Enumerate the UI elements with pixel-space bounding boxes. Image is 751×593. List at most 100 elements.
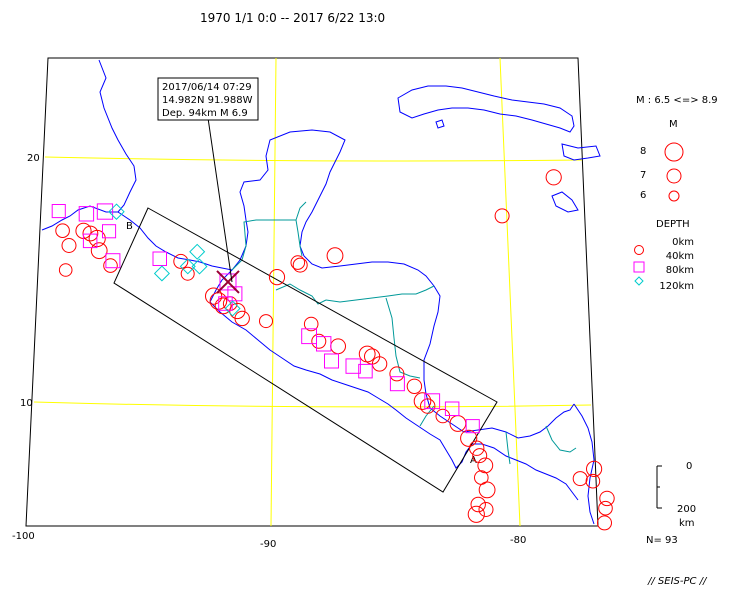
event-intermediate <box>152 251 167 266</box>
event-shallow <box>413 392 432 410</box>
event-intermediate <box>389 376 405 392</box>
graticule-lat-20 <box>44 156 583 162</box>
event-shallow <box>268 269 286 286</box>
highlight-square <box>219 273 237 291</box>
graticule-lon-90 <box>270 57 277 527</box>
legend-depth-0-symbol <box>634 245 644 255</box>
legend-mag-range: M : 6.5 <=> 8.9 <box>636 95 718 106</box>
graticule <box>33 57 592 527</box>
event-shallow <box>494 208 510 224</box>
legend-mag-title: M <box>669 119 678 130</box>
event-intermediate <box>105 253 121 269</box>
event-shallow <box>389 366 405 382</box>
event-deep <box>153 265 170 282</box>
event-shallow <box>470 496 486 513</box>
event-intermediate <box>324 353 339 369</box>
event-deep <box>108 203 125 220</box>
highlighted-event[interactable] <box>216 270 240 294</box>
legend-depth-120-symbol <box>634 276 644 286</box>
event-intermediate <box>82 233 98 249</box>
event-intermediate <box>316 336 332 352</box>
lat-tick-10: 10 <box>20 398 33 409</box>
callout-datetime: 2017/06/14 07:29 <box>162 82 252 93</box>
event-shallow <box>58 263 73 277</box>
event-shallow <box>61 238 77 253</box>
event-shallow <box>586 460 603 477</box>
legend-depth-0-label: 0km <box>672 237 694 248</box>
event-shallow <box>597 515 612 531</box>
legend-depth-title: DEPTH <box>656 219 690 230</box>
event-shallow <box>234 310 250 327</box>
lon-tick-100: -100 <box>12 531 35 542</box>
depth-scale-bottom: 200 <box>677 504 696 515</box>
section-label-start: B <box>126 221 133 232</box>
section-label-end: A <box>470 455 477 466</box>
event-shallow <box>406 378 423 394</box>
event-intermediate <box>78 206 95 222</box>
lon-tick-80: -80 <box>510 535 526 546</box>
event-shallow <box>478 481 496 499</box>
event-shallow <box>467 505 485 523</box>
depth-scale-top: 0 <box>686 461 692 472</box>
legend-mag-6-label: 6 <box>640 190 646 201</box>
event-shallow <box>214 297 232 315</box>
event-shallow <box>460 429 478 447</box>
legend-depth-120-label: 120km <box>659 281 694 292</box>
cross-section-box <box>113 207 498 493</box>
graticule-lat-10 <box>33 401 592 408</box>
event-shallow <box>229 302 246 320</box>
event-intermediate <box>102 224 117 239</box>
events-intermediate <box>51 203 480 434</box>
events-deep <box>108 203 241 317</box>
credit: // SEIS-PC // <box>647 576 708 587</box>
callout-location: 14.982N 91.988W <box>162 95 253 106</box>
event-shallow <box>472 448 488 464</box>
event-shallow <box>585 473 601 489</box>
event-intermediate <box>345 358 361 374</box>
lon-tick-90: -90 <box>260 539 276 550</box>
event-shallow <box>420 398 436 414</box>
legend-depth-40-label: 40km <box>666 251 694 262</box>
event-shallow <box>180 266 195 281</box>
legend-mag-8-label: 8 <box>640 146 646 157</box>
event-count: N= 93 <box>646 535 678 546</box>
event-shallow <box>303 316 319 332</box>
event-shallow <box>90 242 108 260</box>
callout-leader <box>207 117 233 283</box>
event-intermediate <box>96 203 114 220</box>
event-shallow <box>477 457 494 474</box>
highlight-cross <box>216 270 240 294</box>
event-intermediate <box>424 393 441 410</box>
event-intermediate <box>227 286 243 302</box>
event-deep <box>179 258 196 275</box>
legend-depth-80-label: 80km <box>666 265 694 276</box>
event-shallow <box>599 490 615 507</box>
event-shallow <box>55 223 70 238</box>
event-shallow <box>292 257 308 273</box>
event-intermediate <box>465 419 480 434</box>
legend-mag-8-symbol <box>664 142 684 162</box>
callout-depth-mag: Dep. 94km M 6.9 <box>162 108 248 119</box>
event-shallow <box>326 247 344 265</box>
event-deep <box>191 258 208 275</box>
event-shallow <box>598 500 613 516</box>
event-deep <box>224 300 241 317</box>
event-intermediate <box>218 296 233 311</box>
graticule-lon-80 <box>499 57 521 527</box>
event-shallow <box>469 440 485 456</box>
event-shallow <box>259 314 273 329</box>
event-shallow <box>572 471 588 487</box>
event-intermediate <box>51 204 66 219</box>
depth-scale-unit: km <box>679 518 695 529</box>
legend-depth-80-symbol <box>633 261 645 273</box>
event-shallow <box>311 333 327 349</box>
event-shallow <box>205 287 223 305</box>
event-shallow <box>545 169 562 186</box>
event-deep <box>189 243 206 260</box>
callout-box <box>157 77 259 121</box>
event-intermediate <box>444 401 460 416</box>
lat-tick-20: 20 <box>27 153 40 164</box>
events-shallow <box>55 169 615 531</box>
legend-mag-7-symbol <box>666 168 682 184</box>
